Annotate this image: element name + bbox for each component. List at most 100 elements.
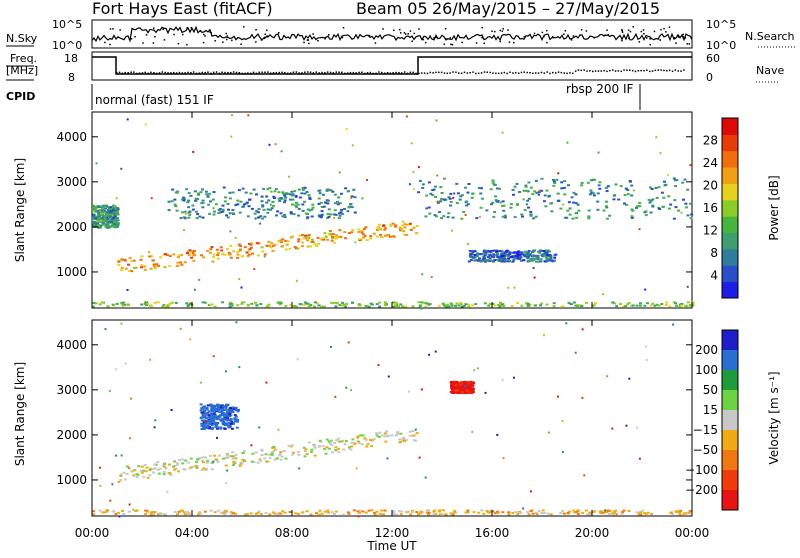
power-cell: [528, 254, 532, 257]
noise-search-point: [494, 30, 496, 33]
power-cell: [149, 267, 153, 270]
vel-cell: [207, 416, 211, 419]
vel-cell: [245, 513, 249, 516]
power-cell: [94, 215, 98, 218]
power-cell: [340, 208, 344, 211]
vel-cell: [224, 510, 228, 513]
noise-search-point: [533, 32, 536, 35]
vel-cell: [231, 512, 235, 514]
vel-cell: [211, 419, 215, 421]
noise-search-point: [163, 39, 166, 41]
noise-search-point: [593, 37, 596, 39]
power-speckle-cell: [120, 167, 123, 170]
power-feature-2: [167, 186, 357, 220]
vel-cell: [204, 417, 208, 419]
vel-cell: [279, 512, 283, 515]
vel-cell: [588, 511, 592, 514]
power-cell: [334, 237, 338, 240]
vel-speckle-cell: [115, 368, 118, 371]
power-cell: [515, 203, 519, 206]
vel-cell: [206, 425, 210, 428]
vel-cell: [201, 460, 204, 463]
vel-cell: [152, 513, 156, 516]
vel-cell: [229, 407, 232, 410]
power-cell: [486, 256, 490, 259]
vel-cell: [581, 511, 585, 514]
power-cell: [330, 301, 334, 304]
nave-point: [560, 71, 563, 74]
vel-cell: [173, 460, 177, 463]
power-ytick-label: 1000: [56, 265, 87, 279]
power-cell: [363, 234, 367, 237]
vel-cell: [213, 511, 217, 514]
noise-search-point: [374, 42, 377, 44]
power-cell: [434, 196, 438, 198]
power-cell: [465, 200, 469, 203]
power-cell: [350, 231, 354, 234]
power-speckle-cell: [453, 192, 456, 195]
power-cell: [492, 260, 495, 263]
power-cell: [320, 210, 324, 213]
power-cell: [500, 249, 503, 252]
noise-search-point: [222, 41, 224, 43]
vel-cell: [209, 509, 213, 512]
power-cell: [317, 189, 321, 192]
power-cell: [94, 206, 97, 208]
power-cell: [145, 304, 149, 307]
power-speckle-cell: [436, 200, 439, 203]
power-cell: [624, 305, 628, 307]
noise-search-point: [266, 35, 268, 37]
vel-cell: [463, 388, 467, 391]
power-cell: [206, 195, 210, 198]
power-cell: [112, 217, 116, 219]
vel-cell: [459, 384, 463, 387]
power-cell: [510, 255, 513, 258]
power-cell: [344, 237, 348, 240]
vel-cell: [343, 443, 347, 446]
vel-cell: [321, 445, 325, 448]
vel-cell: [467, 382, 471, 385]
vel-speckle-cell: [277, 428, 280, 431]
vel-cell: [214, 404, 217, 407]
vel-cell: [588, 513, 592, 516]
power-cell: [372, 232, 376, 235]
vel-cell: [218, 407, 222, 410]
power-cell: [516, 301, 520, 304]
vel-cell: [627, 510, 631, 512]
vel-cell: [199, 416, 203, 419]
power-cell: [545, 251, 549, 254]
power-colorbar-tick: 16: [703, 201, 718, 215]
power-cell: [553, 259, 556, 262]
power-speckle-cell: [478, 216, 481, 218]
power-cell: [518, 191, 522, 193]
power-cell: [224, 196, 228, 199]
vel-speckle-cell: [179, 327, 182, 330]
nave-point: [349, 71, 352, 74]
noise-search-point: [104, 41, 106, 44]
power-cell: [290, 203, 294, 206]
date-range: 26/May/2015 – 27/May/2015: [432, 0, 660, 18]
vel-speckle-cell: [347, 341, 350, 344]
nave-point: [238, 72, 241, 74]
power-cell: [113, 223, 117, 226]
power-cell: [294, 204, 298, 207]
vel-cell: [236, 410, 240, 413]
noise-search-point: [507, 29, 509, 31]
freq-panel: [91, 51, 693, 81]
vel-cell: [465, 386, 469, 389]
power-cell: [415, 232, 419, 235]
power-cell: [446, 216, 450, 219]
power-cell: [369, 235, 373, 238]
power-cell: [572, 301, 576, 304]
power-cell: [475, 252, 479, 255]
vel-speckle-cell: [377, 364, 380, 367]
nave-point: [603, 69, 605, 72]
noise-search-point: [153, 27, 155, 29]
station-title: Fort Hays East (fitACF): [92, 0, 273, 18]
power-cell: [221, 210, 225, 213]
power-cell: [467, 305, 471, 308]
vel-cell: [226, 410, 230, 413]
vel-cell: [462, 386, 466, 389]
vel-speckle-cell: [464, 385, 467, 388]
